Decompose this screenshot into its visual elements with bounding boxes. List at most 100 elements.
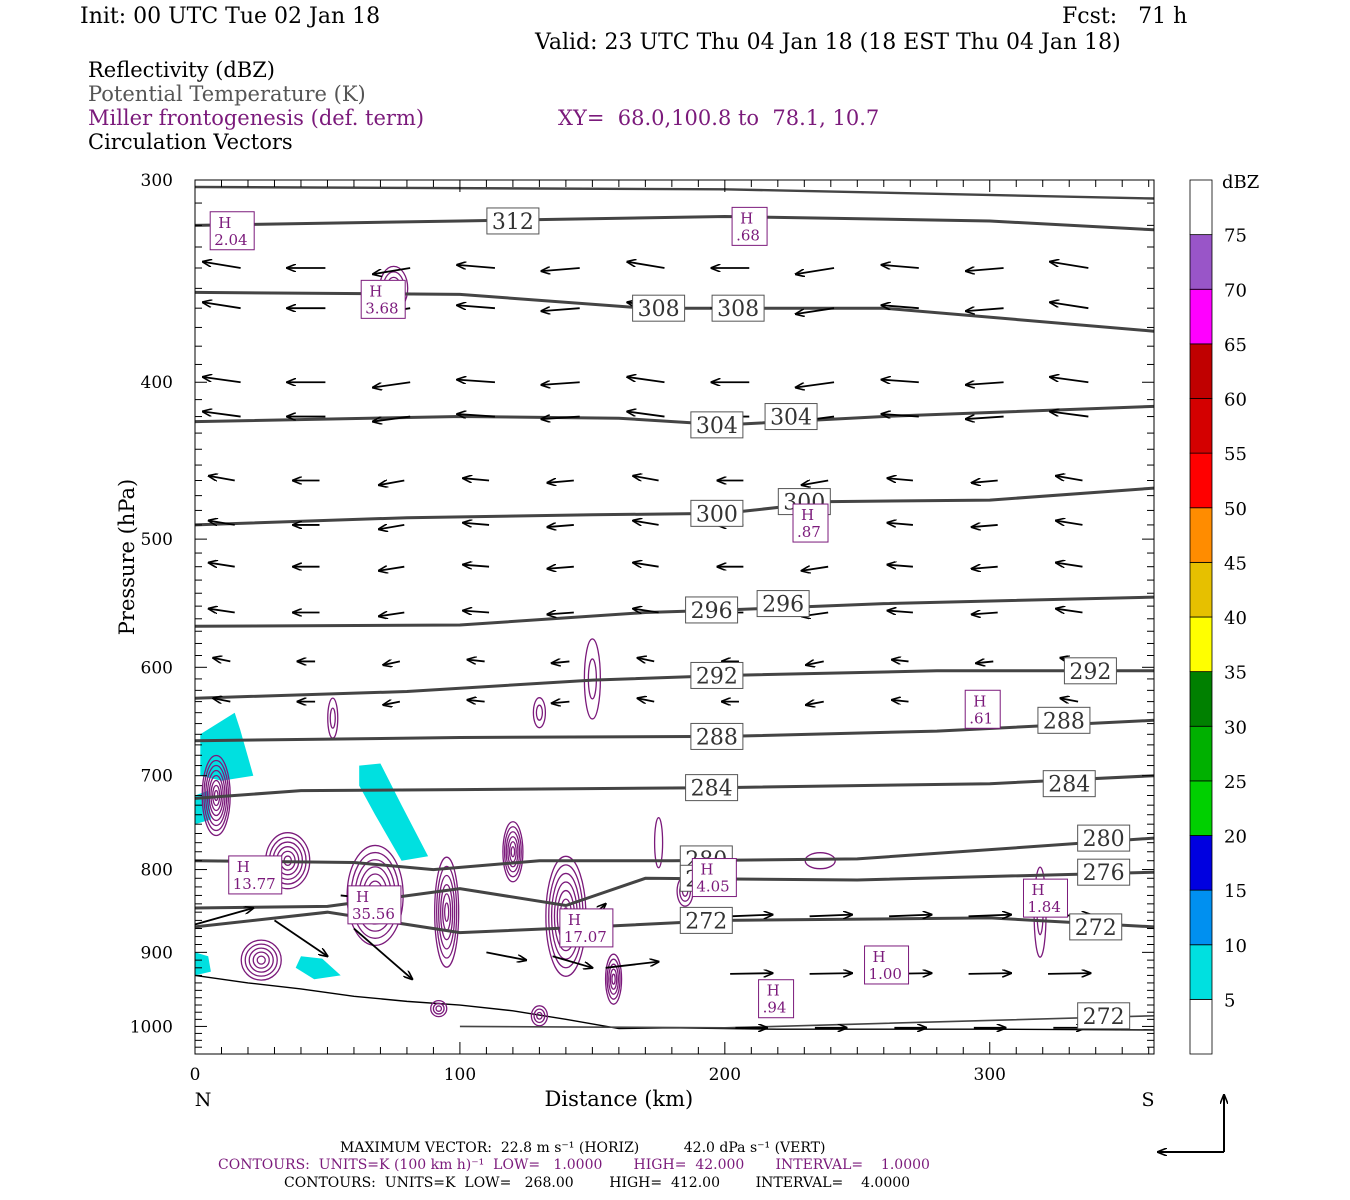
fgen-max-label: H.94	[758, 979, 795, 1019]
fgen-cluster-l-ring	[327, 697, 339, 739]
reflectivity-patch-1	[359, 763, 429, 861]
circulation-vector	[547, 612, 574, 614]
theta-label-text: 308	[638, 297, 680, 322]
fgen-cluster-k-ring	[535, 704, 544, 721]
circulation-vector	[541, 268, 580, 271]
circulation-vector	[1056, 609, 1083, 613]
theta-contour-276	[195, 870, 1154, 910]
fgen-max-box	[964, 689, 1001, 729]
fgen-max-value: .87	[797, 523, 821, 541]
colorbar-label-55: 55	[1224, 444, 1247, 465]
theta-label-text: 288	[1043, 709, 1085, 734]
fgen-max-h: H	[1031, 881, 1044, 899]
circulation-vector	[633, 609, 659, 613]
circulation-vector	[463, 565, 490, 567]
fgen-max-value: .68	[736, 226, 760, 244]
circulation-vector	[547, 567, 574, 569]
colorbar-label-35: 35	[1224, 663, 1247, 684]
x-left-label: N	[195, 1089, 212, 1111]
circulation-vector	[892, 660, 909, 662]
fgen-cluster-d	[434, 856, 460, 968]
colorbar-segment-70	[1189, 234, 1213, 290]
fgen-max-label: H.61	[964, 689, 1001, 729]
fgen-max-h: H	[369, 282, 382, 300]
fgen-cluster-d-ring	[434, 856, 460, 968]
fgen-max-label: H17.07	[559, 908, 614, 948]
legend-theta: Potential Temperature (K)	[88, 82, 366, 106]
fgen-cluster-g	[604, 953, 623, 1005]
fgen-max-value: .94	[763, 999, 787, 1017]
theta-label-text: 300	[696, 502, 738, 527]
colorbar-label-40: 40	[1224, 608, 1247, 629]
theta-label-text: 296	[691, 599, 733, 624]
init-time: Init: 00 UTC Tue 02 Jan 18	[80, 4, 381, 29]
legend-vectors: Circulation Vectors	[88, 130, 293, 154]
fgen-cluster-d-ring	[444, 902, 450, 922]
colorbar-label-15: 15	[1224, 881, 1247, 902]
theta-label-304: 304	[764, 403, 818, 431]
fgen-max-label: H.68	[731, 206, 768, 246]
circulation-vector	[633, 563, 659, 567]
fgen-cluster-e-ring	[503, 826, 522, 878]
fgen-cluster-h-ring	[252, 951, 270, 969]
fgen-cluster-e-ring	[502, 821, 524, 883]
theta-label-text: 284	[691, 777, 733, 802]
circulation-vector	[1060, 698, 1079, 701]
fgen-cluster-k	[532, 697, 547, 729]
circulation-vector	[1056, 521, 1083, 525]
theta-label-box	[756, 590, 810, 618]
colorbar-segment-below	[1189, 998, 1213, 1055]
colorbar-label-60: 60	[1224, 390, 1247, 411]
theta-label-text: 308	[717, 297, 759, 322]
colorbar-segment-65	[1189, 288, 1213, 345]
circulation-vector	[1050, 377, 1089, 384]
circulation-vector	[966, 308, 1004, 311]
fgen-max-box	[1022, 878, 1068, 918]
circulation-vector	[887, 478, 914, 480]
y-tick-label: 900	[141, 943, 173, 963]
theta-label-text: 292	[1069, 660, 1111, 685]
theta-label-box	[1077, 824, 1131, 852]
fgen-cluster-o-ring	[530, 1005, 549, 1027]
fgen-max-box	[360, 279, 406, 319]
colorbar-label-20: 20	[1224, 827, 1247, 848]
fgen-max-value: 1.84	[1027, 898, 1060, 916]
fgen-max-h: H	[700, 861, 713, 879]
circulation-vector	[887, 565, 913, 567]
fgen-cluster-p	[430, 999, 448, 1018]
colorbar-unit: dBZ	[1222, 172, 1259, 193]
theta-label-text: 304	[696, 414, 738, 439]
colorbar-segment-60	[1189, 343, 1213, 399]
theta-label-box	[690, 411, 744, 439]
circulation-vector	[976, 661, 994, 663]
circulation-vector	[730, 915, 772, 917]
y-tick-label: 800	[141, 861, 173, 881]
circulation-vector	[796, 381, 835, 387]
theta-label-box	[1037, 706, 1091, 734]
circulation-vector	[203, 302, 241, 310]
theta-contour-292	[195, 669, 1154, 700]
fgen-cluster-h-ring	[244, 943, 278, 977]
fgen-cluster-g-ring	[608, 963, 620, 995]
fgen-max-box	[731, 206, 768, 246]
circulation-vector	[209, 609, 235, 613]
theta-label-text: 280	[1083, 827, 1125, 852]
colorbar-label-70: 70	[1224, 280, 1247, 301]
theta-label-292: 292	[690, 661, 744, 689]
circulation-vector	[802, 567, 829, 571]
colorbar-segment-25	[1189, 725, 1213, 782]
fgen-max-label: H1.00	[864, 945, 910, 985]
theta-label-text: 312	[492, 210, 534, 235]
theta-label-box	[1042, 770, 1096, 798]
colorbar-segment-15	[1189, 835, 1213, 891]
theta-label-text: 284	[1048, 773, 1090, 798]
y-tick-label: 300	[141, 171, 173, 191]
theta-label-box	[685, 774, 739, 802]
legend-xy: XY= 68.0,100.8 to 78.1, 10.7	[558, 106, 880, 130]
fgen-cluster-d-ring	[436, 865, 458, 959]
circulation-vector	[1050, 302, 1089, 310]
circulation-vector	[806, 702, 824, 705]
x-tick-label: 300	[974, 1065, 1006, 1085]
theta-label-276: 276	[1077, 858, 1131, 886]
